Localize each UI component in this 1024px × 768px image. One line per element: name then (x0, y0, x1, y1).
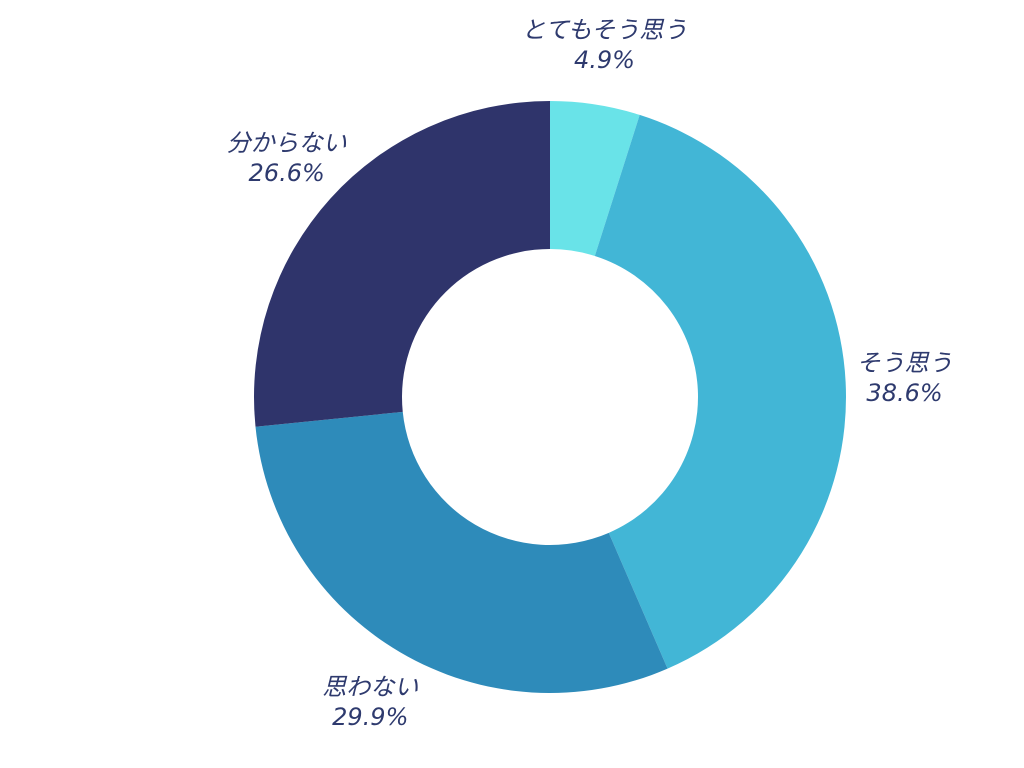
slice-3-wedge (253, 101, 550, 427)
slice-0-label: とてもそう思う 4.9% (522, 16, 688, 74)
chart-labels: とてもそう思う 4.9% そう思う 38.6% 思わない 29.9% 分からない 26.6% (227, 16, 953, 731)
slice-0-wedge (550, 101, 640, 256)
slice-2-label: 思わない 29.9% (322, 673, 418, 731)
slice-2-value-label: 29.9% (332, 703, 408, 731)
slice-2-wedge (255, 411, 668, 694)
slice-2-category-label: 思わない (322, 673, 418, 701)
slice-0-category-label: とてもそう思う (522, 16, 688, 44)
slice-1-category-label: そう思う (857, 349, 953, 377)
slice-1-label: そう思う 38.6% (857, 349, 953, 407)
chart-slices (253, 101, 846, 694)
slice-1-value-label: 38.6% (866, 379, 942, 407)
slice-3-label: 分からない 26.6% (227, 129, 347, 187)
slice-1-wedge (594, 114, 846, 669)
slice-0-value-label: 4.9% (574, 46, 635, 74)
slice-3-category-label: 分からない (227, 129, 347, 157)
slice-3-value-label: 26.6% (249, 159, 325, 187)
